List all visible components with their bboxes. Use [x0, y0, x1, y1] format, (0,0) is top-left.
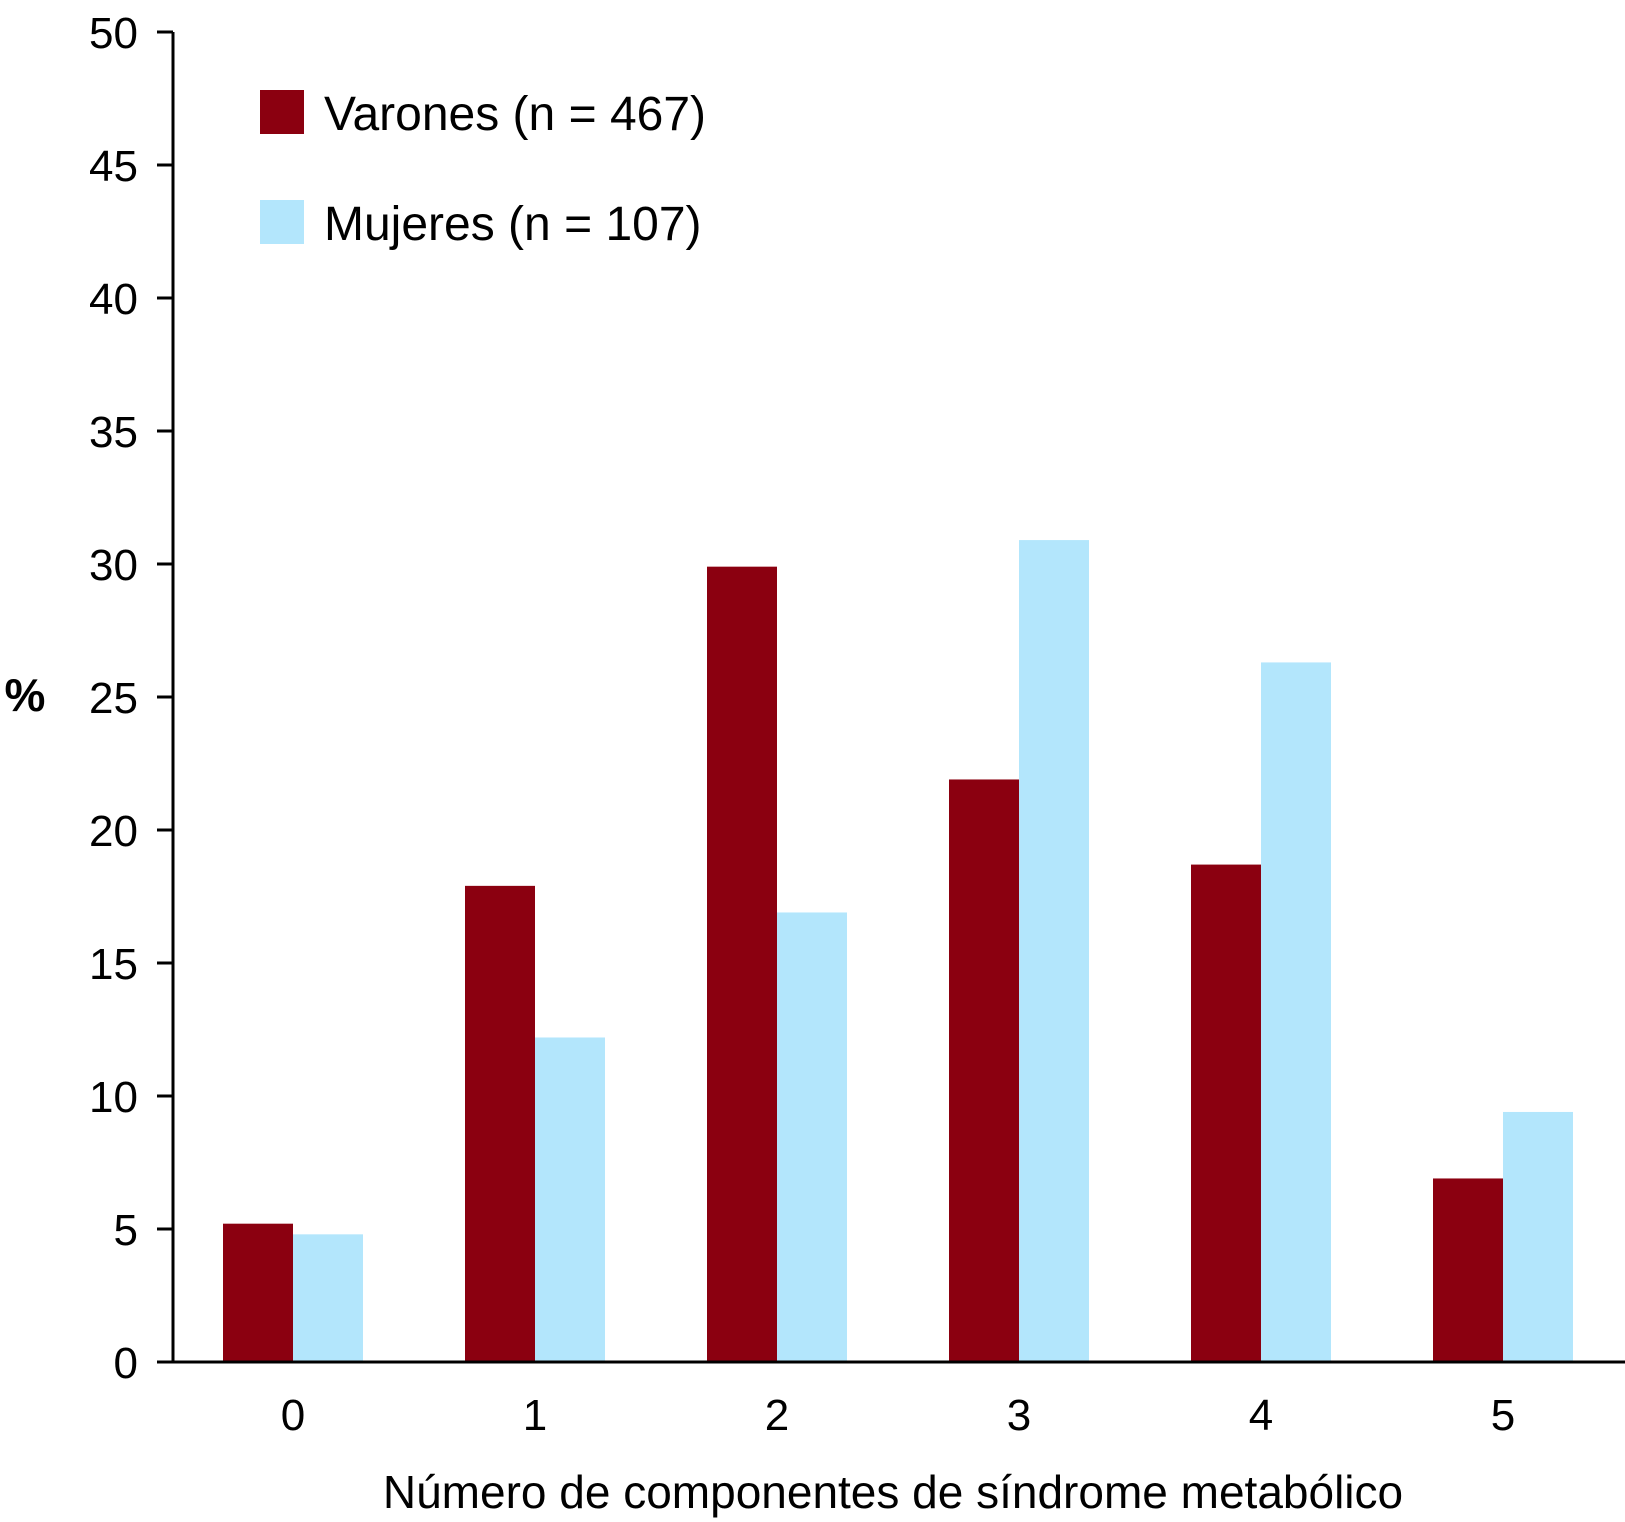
bar-mujeres-0 [293, 1234, 363, 1362]
legend-swatch-varones [260, 90, 304, 134]
bar-mujeres-5 [1503, 1111, 1573, 1362]
bar-mujeres-1 [535, 1037, 605, 1362]
y-tick-label: 5 [114, 1206, 138, 1255]
legend: Varones (n = 467) Mujeres (n = 107) [260, 88, 706, 251]
legend-label-mujeres: Mujeres (n = 107) [324, 198, 702, 251]
bar-varones-5 [1433, 1178, 1503, 1362]
legend-swatch-mujeres [260, 200, 304, 244]
y-tick-label: 30 [89, 541, 138, 590]
y-tick-label: 20 [89, 807, 138, 856]
y-tick-label: 40 [89, 275, 138, 324]
bar-varones-1 [465, 885, 535, 1362]
y-tick-label: 0 [114, 1339, 138, 1388]
y-tick-label: 25 [89, 674, 138, 723]
bar-varones-4 [1191, 864, 1261, 1362]
bars-group [223, 540, 1573, 1362]
x-category-labels: 0 1 2 3 4 5 [281, 1391, 1515, 1440]
x-category-label: 0 [281, 1391, 305, 1440]
y-ticks-group: 0 5 10 15 20 25 30 35 40 45 50 [89, 9, 173, 1388]
x-category-label: 5 [1491, 1391, 1515, 1440]
x-axis-label: Número de componentes de síndrome metabó… [383, 1466, 1403, 1518]
bar-mujeres-3 [1019, 540, 1089, 1362]
x-category-label: 2 [765, 1391, 789, 1440]
x-category-label: 1 [523, 1391, 547, 1440]
y-axis-label: % [5, 669, 46, 721]
bar-varones-0 [223, 1223, 293, 1362]
y-tick-label: 35 [89, 408, 138, 457]
bar-mujeres-4 [1261, 662, 1331, 1362]
y-tick-label: 45 [89, 142, 138, 191]
x-category-label: 4 [1249, 1391, 1273, 1440]
bar-varones-3 [949, 779, 1019, 1362]
y-tick-label: 50 [89, 9, 138, 58]
y-tick-label: 15 [89, 940, 138, 989]
x-category-label: 3 [1007, 1391, 1031, 1440]
legend-label-varones: Varones (n = 467) [324, 88, 706, 141]
y-tick-label: 10 [89, 1073, 138, 1122]
bar-mujeres-2 [777, 912, 847, 1362]
bar-varones-2 [707, 566, 777, 1362]
